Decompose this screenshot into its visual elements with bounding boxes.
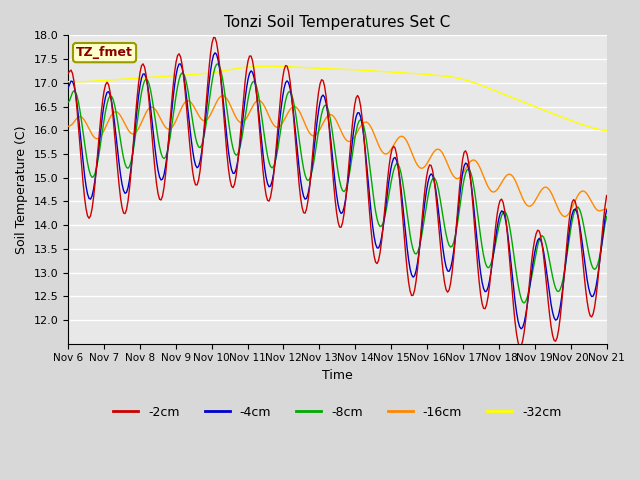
Text: TZ_fmet: TZ_fmet <box>76 46 133 59</box>
Y-axis label: Soil Temperature (C): Soil Temperature (C) <box>15 125 28 254</box>
Title: Tonzi Soil Temperatures Set C: Tonzi Soil Temperatures Set C <box>224 15 451 30</box>
X-axis label: Time: Time <box>322 369 353 382</box>
Legend: -2cm, -4cm, -8cm, -16cm, -32cm: -2cm, -4cm, -8cm, -16cm, -32cm <box>108 401 566 424</box>
